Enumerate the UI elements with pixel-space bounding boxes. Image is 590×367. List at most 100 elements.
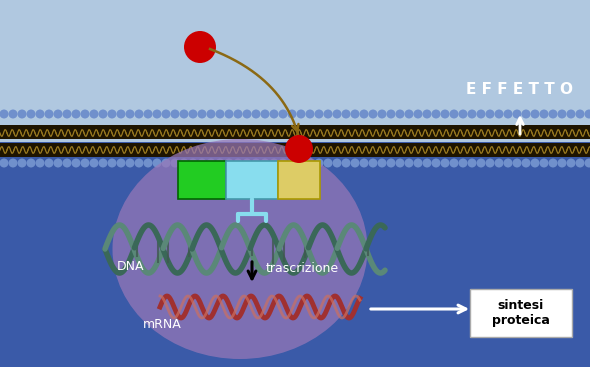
Circle shape — [350, 109, 359, 119]
Circle shape — [549, 159, 558, 167]
Circle shape — [278, 159, 287, 167]
Circle shape — [359, 159, 369, 167]
Circle shape — [378, 159, 386, 167]
Circle shape — [503, 109, 513, 119]
Circle shape — [350, 159, 359, 167]
Circle shape — [441, 109, 450, 119]
Circle shape — [369, 159, 378, 167]
Circle shape — [431, 109, 441, 119]
Circle shape — [342, 109, 350, 119]
Circle shape — [18, 109, 27, 119]
Circle shape — [184, 31, 216, 63]
Circle shape — [566, 159, 575, 167]
Circle shape — [135, 109, 143, 119]
Circle shape — [359, 109, 369, 119]
Circle shape — [234, 109, 242, 119]
Circle shape — [171, 159, 179, 167]
Circle shape — [270, 159, 278, 167]
Circle shape — [314, 159, 323, 167]
Circle shape — [558, 159, 566, 167]
Bar — [178, 161, 226, 199]
Circle shape — [297, 109, 306, 119]
Text: mRNA: mRNA — [143, 319, 181, 331]
Circle shape — [494, 109, 503, 119]
Circle shape — [441, 159, 450, 167]
Circle shape — [116, 109, 126, 119]
Text: trascrizione: trascrizione — [266, 262, 339, 276]
Circle shape — [18, 159, 27, 167]
Circle shape — [152, 159, 162, 167]
Circle shape — [558, 109, 566, 119]
Bar — [0, 143, 590, 157]
Circle shape — [99, 159, 107, 167]
Circle shape — [450, 109, 458, 119]
Circle shape — [585, 109, 590, 119]
Text: sintesi
proteica: sintesi proteica — [492, 299, 550, 327]
Circle shape — [8, 159, 18, 167]
Circle shape — [261, 159, 270, 167]
Circle shape — [126, 159, 135, 167]
Circle shape — [0, 159, 8, 167]
Circle shape — [522, 109, 530, 119]
Circle shape — [107, 109, 116, 119]
Circle shape — [386, 109, 395, 119]
Circle shape — [422, 109, 431, 119]
Circle shape — [35, 109, 44, 119]
Circle shape — [278, 109, 287, 119]
Circle shape — [171, 109, 179, 119]
Circle shape — [287, 109, 297, 119]
Circle shape — [333, 109, 342, 119]
Circle shape — [522, 159, 530, 167]
Circle shape — [494, 159, 503, 167]
Circle shape — [80, 159, 90, 167]
Circle shape — [90, 159, 99, 167]
Circle shape — [188, 109, 198, 119]
Circle shape — [566, 109, 575, 119]
Circle shape — [450, 159, 458, 167]
Circle shape — [405, 109, 414, 119]
Circle shape — [215, 109, 225, 119]
Bar — [226, 161, 278, 199]
Circle shape — [143, 159, 152, 167]
Circle shape — [513, 159, 522, 167]
Text: DNA: DNA — [116, 261, 144, 273]
Circle shape — [8, 109, 18, 119]
Circle shape — [323, 159, 333, 167]
Circle shape — [486, 109, 494, 119]
Circle shape — [152, 109, 162, 119]
Circle shape — [395, 159, 405, 167]
Circle shape — [35, 159, 44, 167]
Circle shape — [63, 159, 71, 167]
Circle shape — [107, 159, 116, 167]
Circle shape — [342, 159, 350, 167]
Circle shape — [251, 109, 261, 119]
Circle shape — [234, 159, 242, 167]
Circle shape — [225, 159, 234, 167]
Circle shape — [44, 109, 54, 119]
Circle shape — [323, 109, 333, 119]
Circle shape — [314, 109, 323, 119]
Circle shape — [467, 159, 477, 167]
Circle shape — [458, 109, 467, 119]
Circle shape — [90, 109, 99, 119]
Circle shape — [179, 159, 188, 167]
Circle shape — [206, 109, 215, 119]
Circle shape — [431, 159, 441, 167]
Circle shape — [539, 109, 549, 119]
Circle shape — [198, 109, 206, 119]
Circle shape — [162, 159, 171, 167]
Circle shape — [405, 159, 414, 167]
Circle shape — [27, 159, 35, 167]
Circle shape — [414, 109, 422, 119]
Circle shape — [179, 109, 188, 119]
Circle shape — [585, 159, 590, 167]
Circle shape — [242, 159, 251, 167]
Bar — [0, 125, 590, 139]
Text: E F F E T T O: E F F E T T O — [467, 81, 573, 97]
Circle shape — [422, 159, 431, 167]
Circle shape — [575, 159, 585, 167]
Circle shape — [549, 109, 558, 119]
Circle shape — [135, 159, 143, 167]
Bar — [0, 142, 590, 367]
Circle shape — [0, 109, 8, 119]
